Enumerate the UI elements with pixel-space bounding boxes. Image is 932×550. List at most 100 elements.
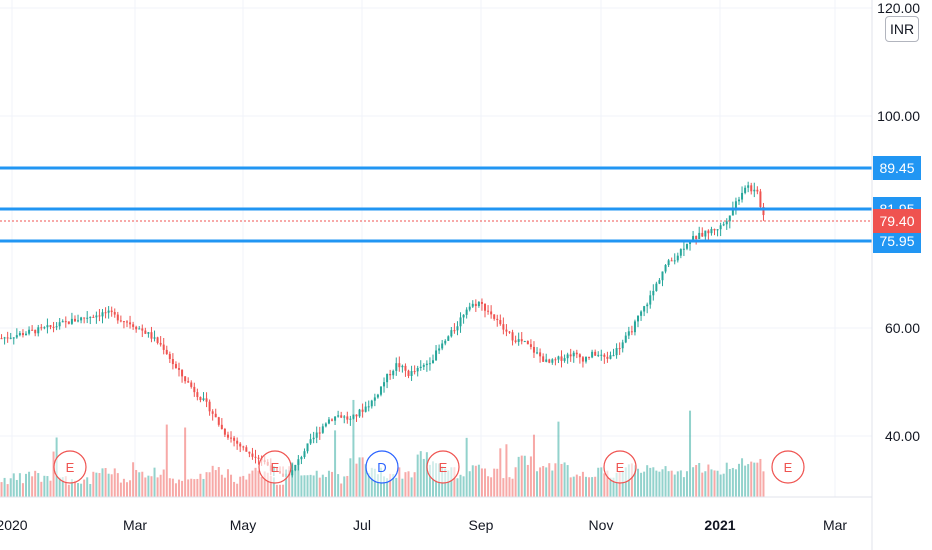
candle-body	[701, 232, 704, 237]
volume-bar	[294, 469, 297, 497]
volume-bar	[600, 467, 603, 497]
volume-bar	[242, 475, 245, 497]
candle-body	[315, 432, 318, 438]
candle-body	[110, 310, 113, 313]
last-price-tag	[873, 209, 921, 233]
volume-bar	[685, 471, 688, 497]
volume-bar	[682, 477, 685, 497]
candle-body	[435, 350, 438, 361]
volume-bar	[46, 476, 49, 497]
candle-body	[689, 241, 692, 244]
volume-bar	[532, 434, 535, 497]
candle-body	[413, 371, 416, 373]
candle-body	[205, 398, 208, 402]
volume-bar	[101, 468, 104, 497]
candle-body	[627, 331, 630, 336]
candle-body	[428, 363, 431, 365]
candle-body	[364, 406, 367, 412]
candle-body	[682, 248, 685, 250]
candle-body	[220, 424, 223, 429]
currency-badge[interactable]: INR	[885, 16, 919, 42]
volume-bar	[272, 477, 275, 497]
candle-body	[407, 370, 410, 377]
volume-bar	[520, 455, 523, 497]
horizontal-line-price-label: 75.95	[879, 233, 914, 249]
candle-body	[49, 325, 52, 327]
candle-body	[386, 374, 389, 383]
volume-bar	[710, 469, 713, 497]
volume-bar	[398, 467, 401, 497]
volume-bar	[392, 474, 395, 497]
candle-body	[600, 354, 603, 356]
volume-bar	[61, 477, 64, 497]
earnings-event-marker	[771, 450, 805, 484]
volume-bar	[223, 477, 226, 497]
candle-body	[698, 232, 701, 240]
volume-bar	[324, 476, 327, 497]
volume-bar	[376, 474, 379, 497]
candle-body	[640, 311, 643, 316]
candle-body	[15, 335, 18, 338]
volume-bar	[413, 472, 416, 497]
volume-bar	[92, 471, 95, 497]
candle-body	[496, 318, 499, 321]
volume-bar	[196, 478, 199, 497]
candle-body	[438, 348, 441, 351]
candle-body	[630, 331, 633, 333]
volume-bar	[713, 470, 716, 497]
candle-body	[652, 290, 655, 296]
x-tick-label: Nov	[589, 517, 614, 533]
volume-bar	[43, 475, 46, 497]
candle-body	[367, 406, 370, 408]
candle-body	[67, 321, 70, 324]
volume-bar	[226, 469, 229, 497]
candle-body	[171, 359, 174, 365]
candle-body	[431, 360, 434, 364]
volume-bar	[263, 471, 266, 497]
time-axis[interactable]: 2020 Mar May Jul Sep Nov 2021 Mar	[0, 517, 847, 533]
horizontal-line-price-label: 89.45	[879, 160, 914, 176]
price-axis[interactable]: 120.00 100.00 60.00 40.00	[877, 0, 920, 444]
volume-bar	[563, 462, 566, 497]
candle-body	[741, 192, 744, 200]
volume-bar	[689, 410, 692, 497]
candle-body	[214, 413, 217, 418]
candle-body	[98, 315, 101, 317]
candle-body	[646, 304, 649, 307]
volume-bar	[499, 448, 502, 497]
candle-body	[744, 187, 747, 193]
volume-bar	[0, 482, 3, 497]
volume-bar	[187, 479, 190, 497]
candle-body	[40, 327, 43, 329]
volume-bar	[257, 470, 260, 497]
volume-bar	[77, 483, 80, 497]
volume-bar	[407, 471, 410, 497]
horizontal-lines[interactable]	[0, 166, 872, 243]
candle-body	[181, 369, 184, 377]
candle-body	[673, 260, 676, 262]
candle-body	[441, 343, 444, 349]
volume-bar	[190, 478, 193, 497]
volume-bar	[266, 472, 269, 497]
earnings-event-label: E	[271, 460, 280, 475]
candle-body	[107, 310, 110, 313]
candle-body	[569, 354, 572, 357]
candle-body	[52, 326, 55, 328]
candle-body	[670, 260, 673, 262]
y-tick-label: 60.00	[885, 320, 920, 336]
candle-body	[514, 340, 517, 342]
candle-body	[480, 301, 483, 304]
candle-body	[557, 356, 560, 360]
volume-bar	[217, 467, 220, 497]
volume-bar	[251, 470, 254, 497]
earnings-event-label: E	[784, 460, 793, 475]
candle-body	[156, 337, 159, 343]
volume-bar	[80, 483, 83, 497]
y-tick-label: 120.00	[877, 0, 920, 16]
volume-bar	[594, 476, 597, 497]
candle-body	[125, 321, 128, 323]
volume-bar	[621, 470, 624, 497]
candle-body	[444, 340, 447, 344]
volume-bar	[260, 476, 263, 497]
